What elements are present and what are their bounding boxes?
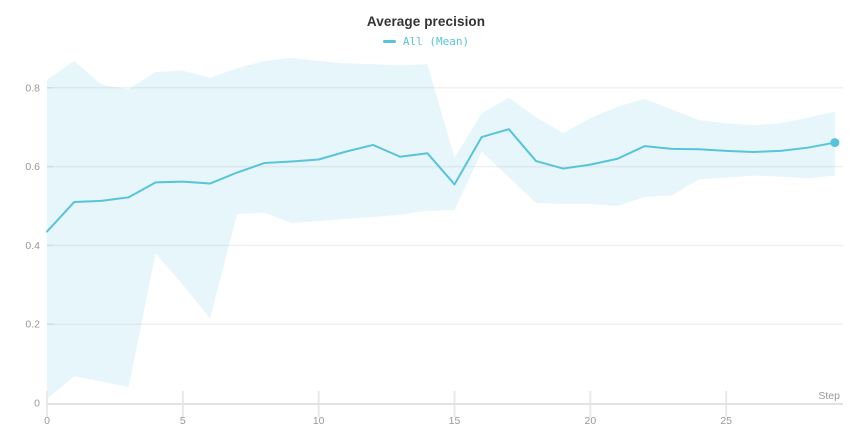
x-tick-label: 15 <box>449 415 461 427</box>
x-tick-label: 10 <box>313 415 325 427</box>
chart-title: Average precision <box>366 14 486 29</box>
x-tick-label: 20 <box>585 415 597 427</box>
y-tick-label: 0 <box>34 398 40 410</box>
y-tick-label: 0.4 <box>25 240 40 252</box>
legend-item-all-mean[interactable]: All (Mean) <box>382 35 470 48</box>
x-tick-label: 0 <box>44 415 50 427</box>
band-area <box>47 57 835 400</box>
y-tick-label: 0.6 <box>25 161 40 173</box>
legend-line-icon <box>382 40 396 43</box>
x-axis-step-label: Step <box>818 390 840 402</box>
end-point-dot <box>830 138 840 148</box>
chart-legend: All (Mean) <box>0 35 852 48</box>
y-tick-label: 0.2 <box>25 319 40 331</box>
x-tick-label: 5 <box>180 415 186 427</box>
mean-line <box>46 128 836 233</box>
y-tick-label: 0.8 <box>25 82 40 94</box>
x-tick-label: 25 <box>720 415 732 427</box>
legend-label: All (Mean) <box>402 35 470 48</box>
